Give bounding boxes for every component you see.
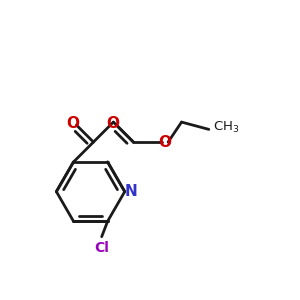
Text: N: N bbox=[125, 184, 138, 199]
Text: CH$_3$: CH$_3$ bbox=[213, 119, 240, 135]
Text: O: O bbox=[106, 116, 119, 131]
Text: O: O bbox=[66, 116, 80, 131]
Text: O: O bbox=[159, 134, 172, 149]
Text: Cl: Cl bbox=[94, 242, 109, 255]
